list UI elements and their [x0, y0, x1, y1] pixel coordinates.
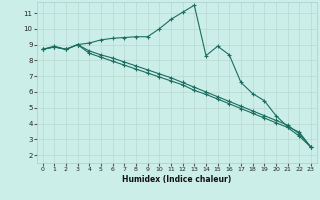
X-axis label: Humidex (Indice chaleur): Humidex (Indice chaleur)	[122, 175, 231, 184]
